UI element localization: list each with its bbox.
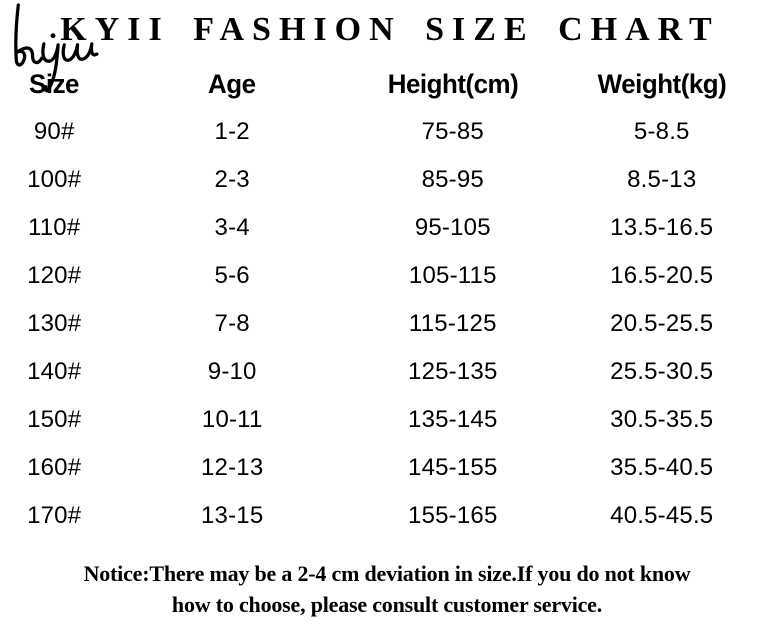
table-cell-age: 13-15 [201,502,264,529]
table-cell-size: 150# [27,406,82,433]
table-cell-size: 110# [27,214,81,241]
column-header-age: Age [208,68,256,99]
table-cell-weight: 40.5-45.5 [610,502,714,529]
table-cell-height: 105-115 [408,262,497,289]
table-cell-size: 130# [27,310,82,337]
table-cell-weight: 20.5-25.5 [610,310,714,337]
table-cell-height: 95-105 [414,214,491,241]
table-cell-weight: 8.5-13 [627,166,697,193]
table-cell-age: 2-3 [214,166,250,193]
table-cell-age: 10-11 [201,406,263,433]
table-cell-weight: 5-8.5 [633,118,690,145]
table-cell-age: 12-13 [201,454,264,481]
table-cell-height: 115-125 [408,310,497,337]
table-cell-size: 100# [27,166,82,193]
notice-line-2: how to choose, please consult customer s… [171,592,603,617]
table-cell-height: 75-85 [421,118,484,145]
table-cell-age: 5-6 [214,262,250,289]
table-cell-size: 170# [27,502,82,529]
table-cell-height: 85-95 [421,166,484,193]
table-cell-size: 90# [33,118,75,145]
table-cell-weight: 13.5-16.5 [610,214,714,241]
table-cell-height: 125-135 [408,358,498,385]
table-cell-size: 160# [27,454,82,481]
table-cell-age: 7-8 [214,310,250,337]
table-cell-weight: 25.5-30.5 [610,358,714,385]
table-cell-weight: 35.5-40.5 [610,454,714,481]
notice-line-1: Notice:There may be a 2-4 cm deviation i… [83,561,691,586]
column-header-size: Size [29,68,80,99]
page-title: KYII FASHION SIZE CHART [60,11,720,48]
table-cell-size: 140# [27,358,82,385]
column-header-weight: Weight(kg) [597,68,727,99]
notice-text: Notice:There may be a 2-4 cm deviation i… [0,558,774,620]
column-header-height: Height(cm) [387,68,519,99]
table-cell-age: 9-10 [207,358,257,385]
table-cell-size: 120# [27,262,82,289]
table-cell-age: 3-4 [214,214,250,241]
size-table: Size Age Height(cm) Weight(kg) 90# 1-2 7… [0,60,774,540]
table-cell-weight: 16.5-20.5 [610,262,714,289]
table-cell-age: 1-2 [214,118,250,145]
table-cell-weight: 30.5-35.5 [610,406,714,433]
table-cell-height: 135-145 [408,406,498,433]
table-cell-height: 145-155 [408,454,498,481]
table-cell-height: 155-165 [408,502,498,529]
